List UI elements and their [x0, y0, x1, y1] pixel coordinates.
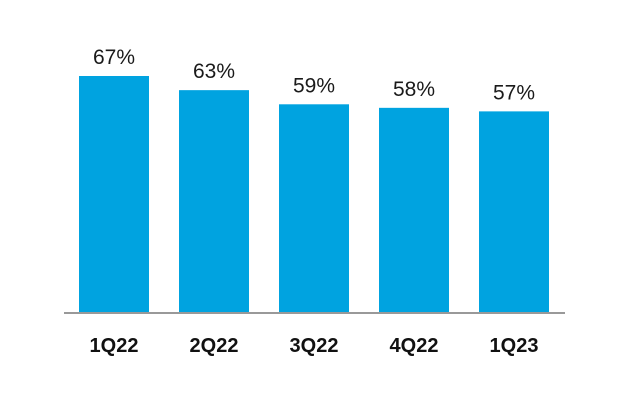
- data-label-1q23: 57%: [493, 81, 535, 104]
- category-label-1q23: 1Q23: [490, 335, 539, 357]
- category-labels-group: 1Q22 2Q22 3Q22 4Q22 1Q23: [90, 335, 539, 357]
- data-label-3q22: 59%: [293, 74, 335, 97]
- bars-group: [79, 76, 549, 314]
- bar-3q22: [279, 104, 349, 313]
- bar-4q22: [379, 107, 449, 314]
- value-labels-group: 67% 63% 59% 58% 57%: [93, 46, 535, 104]
- bar-2q22: [179, 90, 249, 313]
- bar-1q22: [79, 76, 149, 313]
- data-label-2q22: 63%: [193, 60, 235, 83]
- category-label-4q22: 4Q22: [390, 335, 439, 357]
- category-label-2q22: 2Q22: [190, 335, 239, 357]
- data-label-1q22: 67%: [93, 46, 135, 69]
- category-label-3q22: 3Q22: [290, 335, 339, 357]
- data-label-4q22: 58%: [393, 78, 435, 101]
- bar-1q23: [479, 111, 549, 313]
- category-label-1q22: 1Q22: [90, 335, 139, 357]
